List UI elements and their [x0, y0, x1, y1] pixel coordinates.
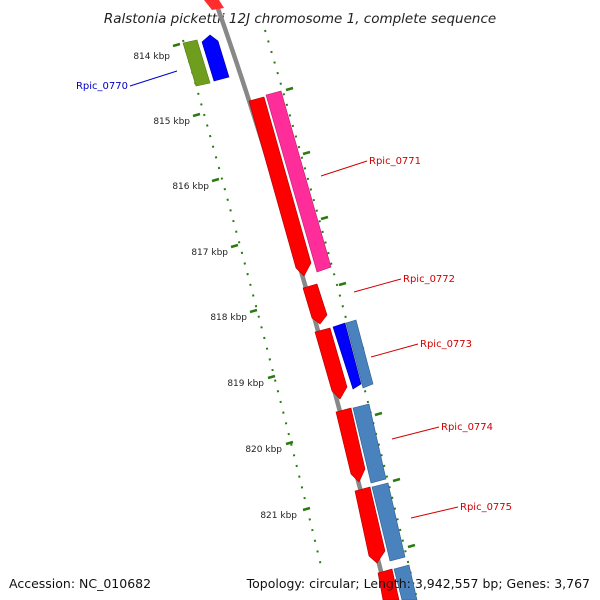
- blue-feature-0773: [332, 322, 362, 390]
- tick-label-815: 815 kbp: [153, 117, 190, 127]
- red-cds-0775: [354, 486, 386, 564]
- tick-label-820: 820 kbp: [245, 445, 282, 455]
- olive-feature: [182, 39, 211, 87]
- outer-tick-marks: [285, 86, 416, 549]
- tick-label-817: 817 kbp: [191, 248, 228, 258]
- tick-label-818: 818 kbp: [210, 313, 247, 323]
- accession-text: Accession: NC_010682: [9, 576, 152, 591]
- gene-label-rpic-0773[interactable]: Rpic_0773: [420, 339, 472, 350]
- red-cds-0772: [302, 283, 328, 325]
- scale-dotted-lines: [182, 29, 417, 596]
- gene-labels: Rpic_0770 Rpic_0771 Rpic_0772 Rpic_0773 …: [76, 81, 512, 513]
- scale-tick-marks: [172, 42, 311, 512]
- gene-label-rpic-0775[interactable]: Rpic_0775: [460, 502, 512, 513]
- tick-label-814: 814 kbp: [133, 52, 170, 62]
- gene-label-rpic-0770[interactable]: Rpic_0770: [76, 81, 128, 92]
- gene-rpic-0772[interactable]: [302, 283, 328, 325]
- gene-rpic-0771[interactable]: [248, 90, 332, 277]
- blue-feature-0770: [201, 34, 230, 82]
- red-cds-0773: [314, 327, 348, 400]
- inner-scale-line: [182, 39, 323, 571]
- tick-label-816: 816 kbp: [172, 182, 209, 192]
- tick-label-821: 821 kbp: [260, 511, 297, 521]
- sequence-info-text: Topology: circular; Length: 3,942,557 bp…: [246, 576, 590, 591]
- gene-rpic-0775[interactable]: [354, 482, 406, 564]
- map-title: Ralstonia pickettii 12J chromosome 1, co…: [104, 11, 496, 27]
- gene-label-rpic-0771[interactable]: Rpic_0771: [369, 156, 421, 167]
- gene-label-rpic-0772[interactable]: Rpic_0772: [403, 274, 455, 285]
- scale-tick-labels: 814 kbp 815 kbp 816 kbp 817 kbp 818 kbp …: [133, 52, 297, 521]
- gene-rpic-0774[interactable]: [335, 403, 387, 484]
- steel-feature-0773: [345, 319, 374, 389]
- gene-rpic-0773[interactable]: [314, 319, 374, 400]
- label-leader-lines: [129, 70, 459, 519]
- steel-feature-0774: [352, 403, 387, 484]
- outer-scale-line: [264, 29, 417, 596]
- steel-feature-0775: [371, 482, 406, 562]
- partial-genes-bottom[interactable]: [377, 564, 418, 600]
- red-cds-0774: [335, 407, 366, 483]
- gene-rpic-0770-features[interactable]: [182, 34, 230, 87]
- red-cds-0771: [248, 96, 312, 277]
- tick-label-819: 819 kbp: [227, 379, 264, 389]
- gene-label-rpic-0774[interactable]: Rpic_0774: [441, 422, 493, 433]
- partial-gene-top[interactable]: [204, 0, 224, 10]
- pink-feature-0771: [265, 90, 332, 273]
